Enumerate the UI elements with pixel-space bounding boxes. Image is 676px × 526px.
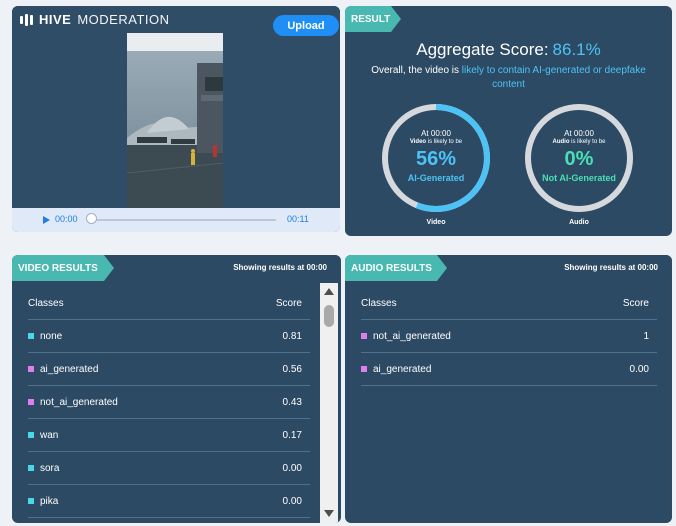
- hive-logo: HIVE MODERATION: [20, 12, 170, 27]
- scroll-up-icon[interactable]: [324, 288, 334, 295]
- video-panel: HIVE MODERATION Upload: [12, 6, 340, 232]
- class-name: none: [40, 331, 63, 342]
- hive-bars-icon: [20, 13, 33, 26]
- class-color-swatch: [28, 465, 34, 471]
- col-score: Score: [275, 298, 302, 309]
- video-results-scrollbar[interactable]: [320, 283, 338, 523]
- current-time: 00:00: [55, 214, 78, 224]
- scroll-thumb[interactable]: [324, 305, 334, 327]
- audio-gauge: At 00:00 Audio is likely to be 0% Not AI…: [523, 102, 635, 214]
- video-results-tab: VIDEO RESULTS: [12, 255, 114, 281]
- class-name: wan: [40, 430, 59, 441]
- col-classes: Classes: [28, 298, 64, 309]
- class-color-swatch: [28, 399, 34, 405]
- class-name: not_ai_generated: [40, 397, 118, 408]
- result-panel: RESULT Aggregate Score: 86.1% Overall, th…: [345, 6, 672, 236]
- class-color-swatch: [28, 498, 34, 504]
- audio-gauge-likely: Audio is likely to be: [552, 139, 606, 145]
- overall-summary: Overall, the video is likely to contain …: [355, 64, 662, 92]
- play-icon[interactable]: [43, 216, 50, 224]
- video-gauge-label: AI-Generated: [407, 173, 465, 183]
- col-classes: Classes: [361, 298, 397, 309]
- table-header: Classes Score: [361, 287, 657, 320]
- aggregate-value: 86.1%: [552, 40, 601, 59]
- table-row: not_ai_generated 0.43: [28, 386, 310, 419]
- audio-results-header: AUDIO RESULTS Showing results at 00:00: [345, 255, 672, 281]
- audio-gauge-track: [525, 104, 633, 212]
- table-header: Classes Score: [28, 287, 310, 320]
- video-gauge-likely: Video is likely to be: [409, 139, 463, 145]
- class-score: 1: [643, 331, 649, 342]
- video-gauge-time: At 00:00: [421, 129, 451, 138]
- col-score: Score: [622, 298, 649, 309]
- video-thumbnail: [127, 33, 223, 208]
- seek-knob[interactable]: [86, 213, 97, 224]
- video-gauge-arc: [382, 104, 490, 212]
- duration: 00:11: [287, 214, 309, 224]
- class-score: 0.56: [282, 364, 302, 375]
- video-results-showing: Showing results at 00:00: [233, 263, 327, 272]
- video-gauge-caption: Video: [426, 219, 446, 226]
- class-color-swatch: [361, 366, 367, 372]
- aggregate-label: Aggregate Score:: [416, 40, 549, 59]
- seek-track[interactable]: [90, 219, 276, 221]
- class-score: 0.00: [282, 496, 302, 507]
- video-results-panel: VIDEO RESULTS Showing results at 00:00 C…: [12, 255, 341, 523]
- audio-gauge-time: At 00:00: [564, 129, 594, 138]
- audio-results-panel: AUDIO RESULTS Showing results at 00:00 C…: [345, 255, 672, 523]
- class-color-swatch: [28, 333, 34, 339]
- video-results-header: VIDEO RESULTS Showing results at 00:00: [12, 255, 341, 281]
- audio-results-tab: AUDIO RESULTS: [345, 255, 447, 281]
- class-score: 0.17: [282, 430, 302, 441]
- class-score: 0.00: [282, 463, 302, 474]
- brand-light: MODERATION: [77, 12, 170, 27]
- class-color-swatch: [28, 432, 34, 438]
- aggregate-score: Aggregate Score: 86.1%: [345, 40, 672, 60]
- table-row: ai_generated 0.56: [28, 353, 310, 386]
- brand-bold: HIVE: [39, 12, 72, 27]
- class-color-swatch: [361, 333, 367, 339]
- audio-gauge-percent: 0%: [564, 148, 594, 170]
- video-gauge: At 00:00 Video is likely to be 56% AI-Ge…: [380, 102, 492, 214]
- audio-results-showing: Showing results at 00:00: [564, 263, 658, 272]
- video-results-table: Classes Score none 0.81 ai_generated 0.56 no…: [28, 287, 310, 518]
- class-name: not_ai_generated: [373, 331, 451, 342]
- audio-gauge-label: Not AI-Generated: [542, 173, 616, 183]
- overall-highlight: likely to contain AI-generated or deepfa…: [461, 65, 646, 90]
- upload-button[interactable]: Upload: [273, 15, 339, 36]
- table-row: ai_generated 0.00: [361, 353, 657, 386]
- class-score: 0.43: [282, 397, 302, 408]
- audio-results-table: Classes Score not_ai_generated 1 ai_genera…: [361, 287, 657, 386]
- result-tab: RESULT: [345, 6, 401, 32]
- table-row: sora 0.00: [28, 452, 310, 485]
- overall-prefix: Overall, the video is: [371, 65, 460, 76]
- audio-gauge-caption: Audio: [569, 219, 589, 226]
- table-row: not_ai_generated 1: [361, 320, 657, 353]
- class-name: ai_generated: [373, 364, 432, 375]
- class-color-swatch: [28, 366, 34, 372]
- table-row: wan 0.17: [28, 419, 310, 452]
- table-row: pika 0.00: [28, 485, 310, 518]
- table-row: none 0.81: [28, 320, 310, 353]
- class-name: ai_generated: [40, 364, 99, 375]
- class-score: 0.81: [282, 331, 302, 342]
- player-controls: 00:00 00:11: [12, 208, 340, 232]
- class-score: 0.00: [629, 364, 649, 375]
- video-frame[interactable]: [127, 33, 223, 208]
- scroll-down-icon[interactable]: [324, 510, 334, 517]
- class-name: sora: [40, 463, 60, 474]
- class-name: pika: [40, 496, 59, 507]
- video-gauge-percent: 56%: [415, 148, 457, 170]
